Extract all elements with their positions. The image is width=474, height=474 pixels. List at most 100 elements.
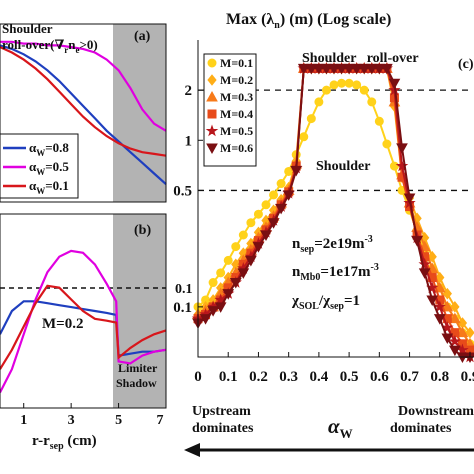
panel-c-point-6-34 [441,333,454,345]
panel-c-point-6-17 [313,63,325,75]
panel-c-point-6-22 [350,63,363,75]
panel-c-point-1-16 [306,114,316,124]
legend-c-label-4: M=0.4 [220,107,253,121]
panel-c-ytick-4: 2 [185,83,193,99]
param-nmb0: nMb0=1e17m-3 [292,262,379,283]
panel-b-annotation: M=0.2 [42,316,83,332]
panel-c-point-1-26 [382,139,392,149]
legend-a-label-3: αW=0.1 [29,178,69,196]
panel-c-point-1-15 [299,132,309,142]
panel-a-legend-entries: αW=0.8αW=0.5αW=0.1 [3,140,69,196]
panel-c-point-6-35 [449,345,461,357]
panel-c-xtick-1: 0 [194,369,202,385]
panel-a-series-2 [0,40,167,132]
legend-a-label-1: αW=0.8 [29,140,69,158]
panel-a: (a) Shoulder roll-over(∇rne>0) αW=0.8αW=… [0,21,167,203]
panel-c-point-1-4 [216,268,226,278]
panel-c-point-1-27 [389,161,399,171]
panel-c-point-3-36 [456,326,469,338]
panel-b-series-3 [0,284,167,370]
panel-c-point-5-33 [433,300,446,313]
panel-c-point-1-3 [208,278,218,288]
panel-c-point-1-17 [314,97,324,107]
panel-c-point-6-2 [199,314,212,325]
panel-c-point-3-35 [449,312,461,324]
panel-c-title: Max (λn) (m) (Log scale) [226,11,391,31]
panel-c-point-6-30 [411,236,423,247]
panel-a-series-3 [0,46,167,157]
panel-c-point-6-29 [403,193,416,205]
param-nsep: nsep=2e19m-3 [292,234,373,255]
panel-c-annotation-mid: Shoulder [316,159,370,174]
panel-b: (b) M=0.2 Limiter Shadow 1 3 5 7 r-rsep (cm… [0,213,193,452]
legend-c-label-3: M=0.3 [220,90,253,104]
panel-a-annotation-line1: Shoulder [2,21,53,36]
panel-c-ytick-3: 1 [185,133,193,149]
panel-c-xtick-3: 0.2 [249,369,268,385]
panel-c-point-1-19 [329,80,339,90]
downstream-label-1: Downstream [398,404,474,419]
panel-c-point-1-7 [238,230,248,240]
panel-c-point-6-7 [237,268,250,279]
panel-c-point-6-19 [328,63,340,75]
panel-c-label: (c) [458,57,474,72]
panel-c-point-6-12 [275,203,287,215]
panel-c-point-1-6 [231,242,241,252]
panel-c-point-2-35 [450,301,460,313]
panel-c-xlabel: αW [328,414,353,441]
panel-c-xtick-7: 0.6 [370,369,389,385]
panel-c-point-1-23 [359,85,369,95]
legend-a-label-2: αW=0.5 [29,159,69,177]
panel-a-label: (a) [134,29,151,44]
panel-c-xtick-8: 0.7 [400,369,419,385]
panel-c-point-6-15 [297,63,310,75]
legend-c-marker-6 [206,143,218,155]
panel-c-point-6-11 [267,218,280,229]
panel-c-point-5-4 [214,293,227,306]
panel-a-frame [0,23,167,203]
panel-c-point-5-35 [448,334,461,347]
panel-c-point-1-9 [253,209,263,219]
panel-c-point-1-25 [374,116,384,126]
panel-c-point-6-8 [245,255,257,267]
legend-c-label-1: M=0.1 [220,56,253,70]
panel-c-lines [191,61,474,364]
panel-c: Max (λn) (m) (Log scale) 0.10.512 0 0.1 0.… [173,11,474,457]
downstream-label-2: dominates [390,421,452,436]
panel-c-point-3-34 [441,300,454,312]
panel-c-point-1-20 [337,78,347,88]
panel-c-point-6-32 [426,295,439,306]
panel-b-x-ticks: 1 3 5 7 [20,403,167,428]
panel-c-point-6-10 [260,230,272,242]
panel-c-point-2-32 [427,250,437,263]
panel-b-xlabel: r-rsep (cm) [32,433,97,452]
legend-c-label-5: M=0.5 [220,124,253,138]
panel-c-point-1-10 [261,200,271,210]
panel-a-annotation-line2: roll-over(∇rne>0) [2,37,98,55]
panel-c-point-6-3 [207,306,219,317]
panel-a-lines [0,40,167,186]
panel-a-series-1 [0,44,167,186]
legend-c-marker-1 [207,58,217,68]
panel-c-point-6-18 [320,63,333,75]
panel-c-annotation-top: Shoulder roll-over [302,51,419,66]
panel-b-label: (b) [134,223,151,238]
panel-c-xtick-6: 0.5 [340,369,359,385]
legend-c-label-2: M=0.2 [220,73,253,87]
shadow-label-1: Limiter [118,361,158,375]
panel-c-point-5-31 [418,257,431,270]
legend-c-marker-3 [206,90,218,102]
param-chi-ratio: χSOL/χsep=1 [291,293,360,312]
panel-a-shaded-region [113,24,166,202]
panel-c-point-6-13 [282,190,295,201]
panel-c-point-6-21 [343,63,355,75]
panel-c-point-6-31 [418,268,431,279]
panel-c-point-6-5 [222,289,235,300]
panel-b-xtick-3: 5 [115,413,122,428]
panel-c-xtick-9: 0.8 [430,369,449,385]
panel-c-xtick-5: 0.4 [310,369,329,385]
panel-c-point-1-11 [269,190,279,200]
panel-b-ytick-label: 0.1 [175,282,193,297]
panel-c-point-6-4 [214,302,227,313]
upstream-label-1: Upstream [192,404,251,419]
